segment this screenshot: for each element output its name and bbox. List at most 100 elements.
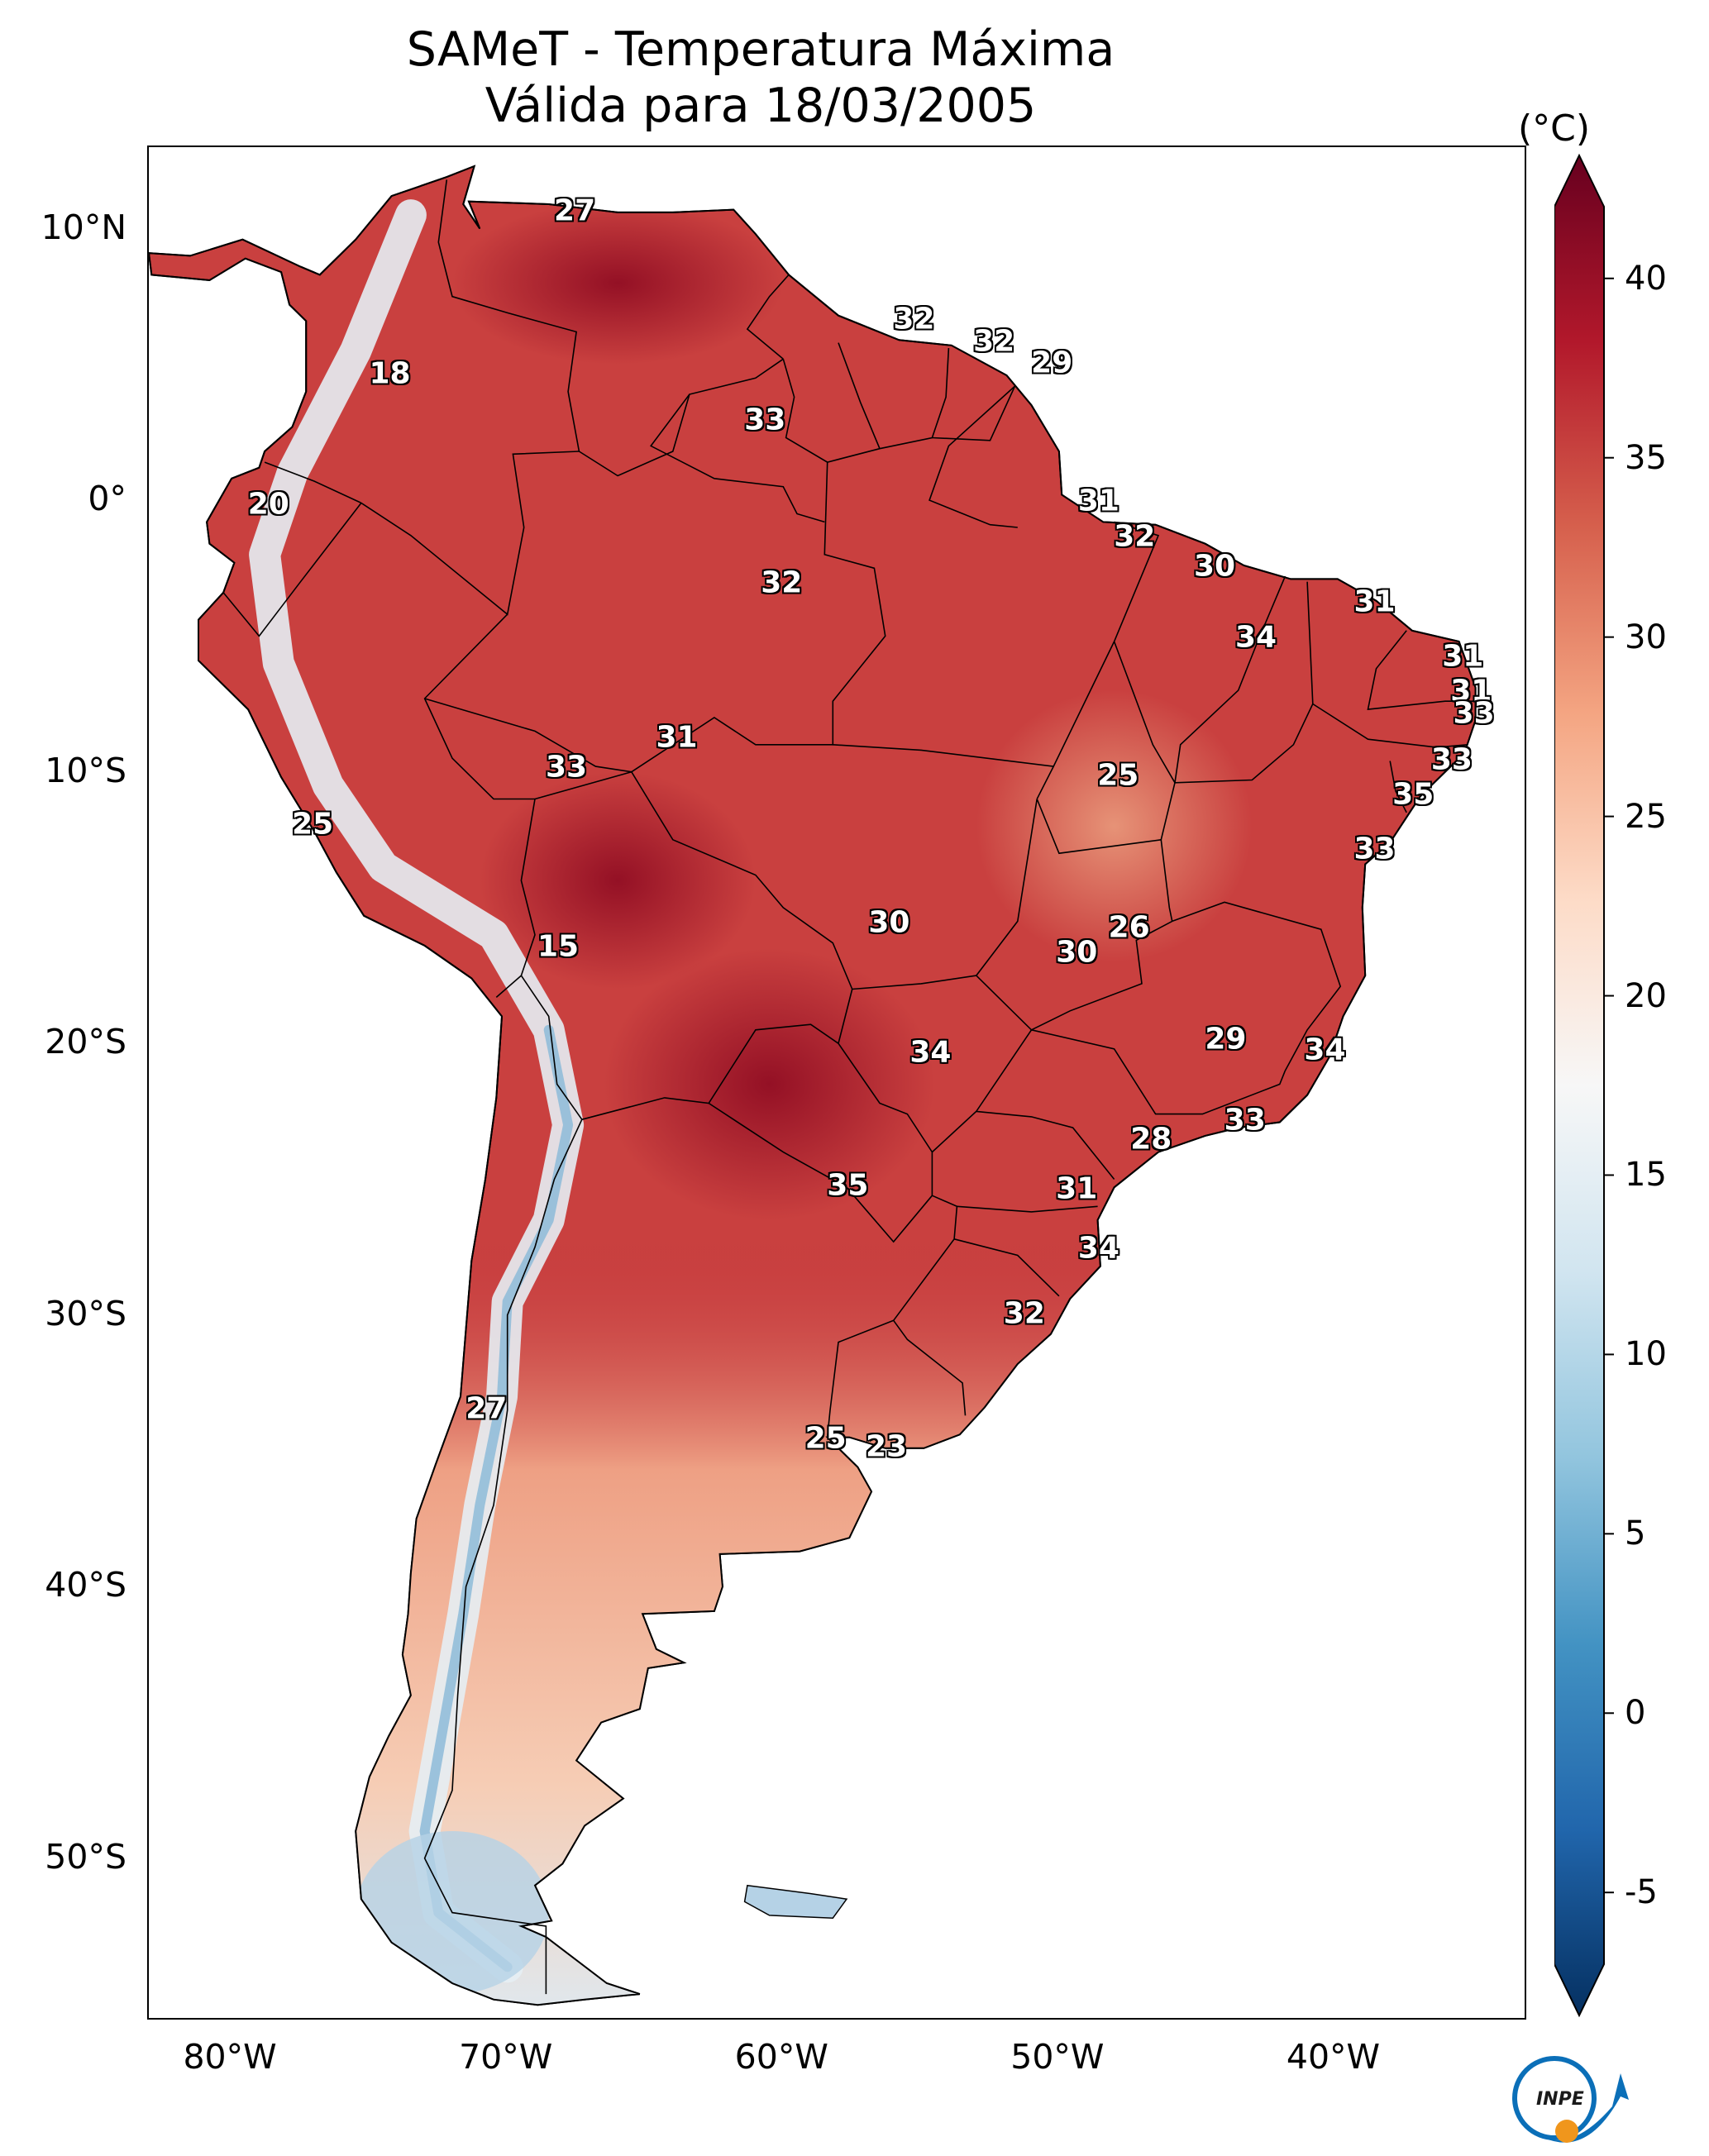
map-title-line-1: SAMeT - Temperatura Máxima — [406, 22, 1115, 77]
colorbar-tick-label: 25 — [1625, 797, 1667, 836]
border-suriname-guiana — [879, 348, 950, 450]
station-value: 33 — [1353, 832, 1396, 866]
border-br-pi-ce-ba — [1174, 581, 1314, 784]
border-peru-brazil — [423, 613, 535, 800]
station-value: 32 — [1114, 519, 1156, 554]
border-guyana-suriname — [838, 342, 881, 450]
station-value: 25 — [292, 807, 334, 842]
station-value: 29 — [1031, 346, 1073, 380]
colorbar-tick-label: 5 — [1625, 1514, 1646, 1553]
station-value: 31 — [1353, 584, 1396, 619]
border-br-sc-rs — [953, 1238, 1060, 1297]
station-value: 33 — [1430, 742, 1473, 777]
border-br-pa-ap — [928, 385, 1018, 528]
lat-label: 20°S — [45, 1022, 127, 1062]
border-colombia-venezuela — [437, 179, 580, 452]
station-value: 31 — [1442, 639, 1484, 674]
hot-area-amazon — [480, 771, 756, 990]
logo-text: INPE — [1536, 2089, 1584, 2110]
station-value: 29 — [1205, 1022, 1247, 1057]
border-paraguay-argentina — [708, 1102, 933, 1243]
border-uruguay-brazil — [893, 1319, 967, 1416]
border-br-mt-go-ms — [931, 799, 1038, 1153]
border-bolivia-chile — [520, 975, 583, 1120]
border-venezuela-brazil — [578, 358, 784, 477]
station-value: 32 — [893, 302, 935, 336]
map-title-line-2: Válida para 18/03/2005 — [485, 79, 1037, 133]
inpe-logo: INPE — [1512, 2056, 1629, 2143]
station-value: 33 — [744, 403, 786, 437]
border-peru-bolivia — [520, 799, 536, 976]
station-value: 33 — [1224, 1103, 1266, 1138]
border-br-to-go-ba — [1036, 799, 1173, 922]
border-br-ce-rn-pb-pe — [1367, 630, 1476, 711]
lon-label: 80°W — [183, 2037, 277, 2077]
station-value: 34 — [1304, 1033, 1346, 1067]
border-br-ac-am — [424, 698, 632, 773]
station-value: 32 — [1003, 1296, 1045, 1331]
station-value: 26 — [1108, 910, 1150, 945]
border-br-go-mg — [1031, 920, 1173, 1031]
lon-label: 50°W — [1010, 2037, 1105, 2077]
lon-label: 70°W — [459, 2037, 553, 2077]
colorbar-tick-label: 20 — [1625, 976, 1667, 1015]
station-value: 20 — [247, 487, 289, 522]
lat-label: 0° — [88, 479, 127, 519]
station-value: 32 — [973, 324, 1015, 359]
station-value: 30 — [1056, 935, 1098, 970]
station-value: 15 — [537, 929, 580, 964]
map-panel: INPE — [147, 145, 1629, 2143]
border-br-sp-pr — [976, 1110, 1115, 1181]
border-bolivia-brazil — [534, 770, 853, 1044]
border-br-pe-al-ba — [1312, 703, 1468, 748]
lat-label: 40°S — [45, 1565, 127, 1605]
warm-area-central-brazil — [976, 690, 1253, 962]
station-value: 27 — [554, 193, 596, 228]
station-value: 25 — [804, 1421, 847, 1456]
border-uruguay-argentina — [826, 1319, 894, 1438]
station-value: 31 — [1056, 1171, 1098, 1206]
border-chile-argentina — [423, 1119, 583, 1995]
colorbar-tick-label: -5 — [1625, 1873, 1658, 1912]
temperature-colorbar — [1554, 153, 1614, 2018]
border-br-mt-pa — [833, 744, 1054, 767]
station-value: 34 — [1077, 1231, 1119, 1266]
hot-area-chaco — [604, 948, 935, 1220]
border-br-rr-am — [649, 394, 825, 523]
station-value: 28 — [1130, 1122, 1172, 1157]
border-br-pr-sc — [957, 1205, 1098, 1213]
station-value: 23 — [865, 1429, 908, 1464]
border-colombia-ecuador — [264, 461, 362, 504]
station-value: 30 — [868, 905, 910, 940]
lat-label: 50°S — [45, 1836, 127, 1877]
lon-label: 40°W — [1286, 2037, 1381, 2077]
station-value: 31 — [1077, 484, 1119, 518]
falkland-islands — [743, 1884, 848, 1919]
station-value: 32 — [761, 565, 803, 600]
border-br-ma-pi — [1174, 575, 1287, 783]
station-value: 34 — [909, 1035, 952, 1070]
border-ecuador-peru — [222, 502, 362, 637]
border-paraguay-brazil — [838, 1042, 933, 1196]
colorbar-tick-label: 40 — [1625, 259, 1667, 298]
lat-label: 30°S — [45, 1293, 127, 1333]
colorbar-tick-label: 0 — [1625, 1694, 1646, 1733]
station-value: 27 — [465, 1391, 508, 1426]
border-br-am-pa — [631, 462, 886, 773]
temperature-map-svg — [149, 165, 1477, 2006]
border-argentina-brazil — [893, 1195, 958, 1321]
station-value: 34 — [1235, 620, 1277, 655]
border-br-to-ma — [1113, 641, 1176, 840]
lon-label: 60°W — [734, 2037, 828, 2077]
colorbar-unit-label: (°C) — [1518, 107, 1591, 150]
station-value: 33 — [1453, 696, 1495, 731]
colorbar-tick-label: 35 — [1625, 438, 1667, 477]
colorbar-tick-label: 30 — [1625, 618, 1667, 656]
logo-sun-dot — [1555, 2120, 1578, 2143]
political-borders — [222, 179, 1476, 1995]
station-value: 33 — [546, 750, 588, 785]
station-value: 25 — [1097, 758, 1139, 793]
colorbar-tick-label: 15 — [1625, 1156, 1667, 1195]
station-value: 30 — [1193, 549, 1236, 584]
lat-label: 10°N — [41, 207, 127, 247]
